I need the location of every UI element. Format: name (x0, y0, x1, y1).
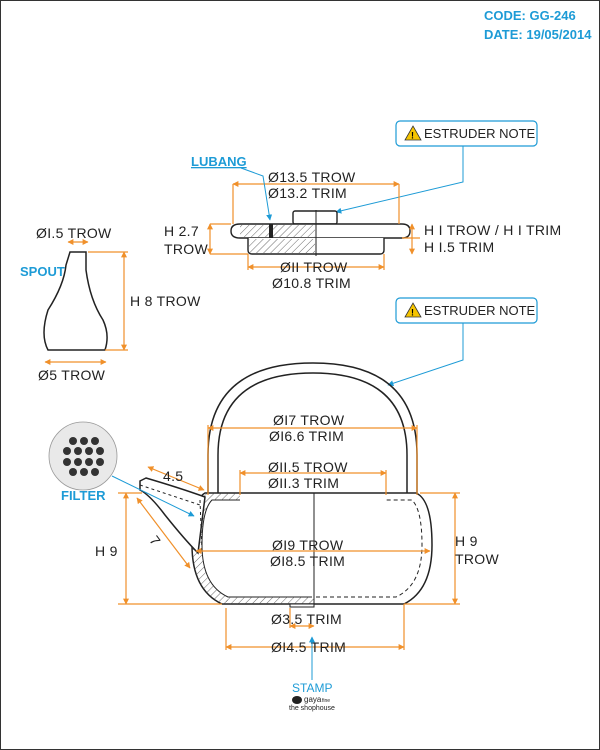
stamp-sub: the shophouse (289, 705, 335, 712)
estruder-note-handle-text: ESTRUDER NOTE (424, 303, 536, 318)
warning-icon (404, 125, 422, 141)
handle-dia-trow: ØI7 TROW (273, 412, 345, 428)
belly-dia-trow: ØI9 TROW (272, 537, 344, 553)
foot-dia-trim: Ø3.5 TRIM (271, 611, 342, 627)
spout-height: H 8 TROW (130, 293, 201, 309)
base-dia-trim: ØI4.5 TRIM (271, 639, 346, 655)
lid-dia-top-trim: Ø13.2 TRIM (268, 185, 347, 201)
lid-height-label-2: TROW (164, 241, 208, 257)
handle-dia-trim: ØI6.6 TRIM (269, 428, 344, 444)
stamp-logo: gaya fine the shophouse (289, 695, 335, 712)
code-label: CODE: GG-246 (484, 8, 576, 23)
spout-dia-top: ØI.5 TROW (36, 225, 112, 241)
opening-dia-trow: ØII.5 TROW (268, 459, 348, 475)
stamp-brand: gaya (304, 695, 322, 704)
lid-right-bottom-label: H I.5 TRIM (424, 239, 494, 255)
lid-dia-bottom-trim: Ø10.8 TRIM (272, 275, 351, 291)
estruder-note-top: ! ESTRUDER NOTE (395, 120, 538, 147)
stamp-tag: fine (322, 698, 330, 704)
warning-icon (404, 302, 422, 318)
svg-text:!: ! (411, 131, 414, 141)
body-right-height: H 9 (455, 533, 478, 549)
lid-dia-bottom-trow: ØII TROW (280, 259, 348, 275)
spout-callout: SPOUT (20, 264, 65, 279)
svg-text:!: ! (411, 308, 414, 318)
filter-icon (48, 421, 118, 491)
opening-dia-trim: ØII.3 TRIM (268, 475, 339, 491)
lid-right-top-label: H I TROW / H I TRIM (424, 222, 561, 238)
estruder-note-handle: ! ESTRUDER NOTE (395, 297, 538, 324)
body-left-height: H 9 (95, 543, 118, 559)
lid-height-label: H 2.7 (164, 223, 199, 239)
spout-length-b: 7 (146, 533, 164, 549)
filter-callout: FILTER (61, 488, 106, 503)
stamp-callout: STAMP (292, 681, 332, 695)
lubang-callout: LUBANG (191, 154, 247, 169)
body-right-height-2: TROW (455, 551, 499, 567)
lid-dia-top-trow: Ø13.5 TROW (268, 169, 356, 185)
spout-dia-bottom: Ø5 TROW (38, 367, 106, 383)
belly-dia-trim: ØI8.5 TRIM (270, 553, 345, 569)
spout-length-a: 4.5 (163, 468, 183, 484)
lid-drawing (230, 210, 411, 256)
estruder-note-top-text: ESTRUDER NOTE (424, 126, 536, 141)
date-label: DATE: 19/05/2014 (484, 27, 592, 42)
